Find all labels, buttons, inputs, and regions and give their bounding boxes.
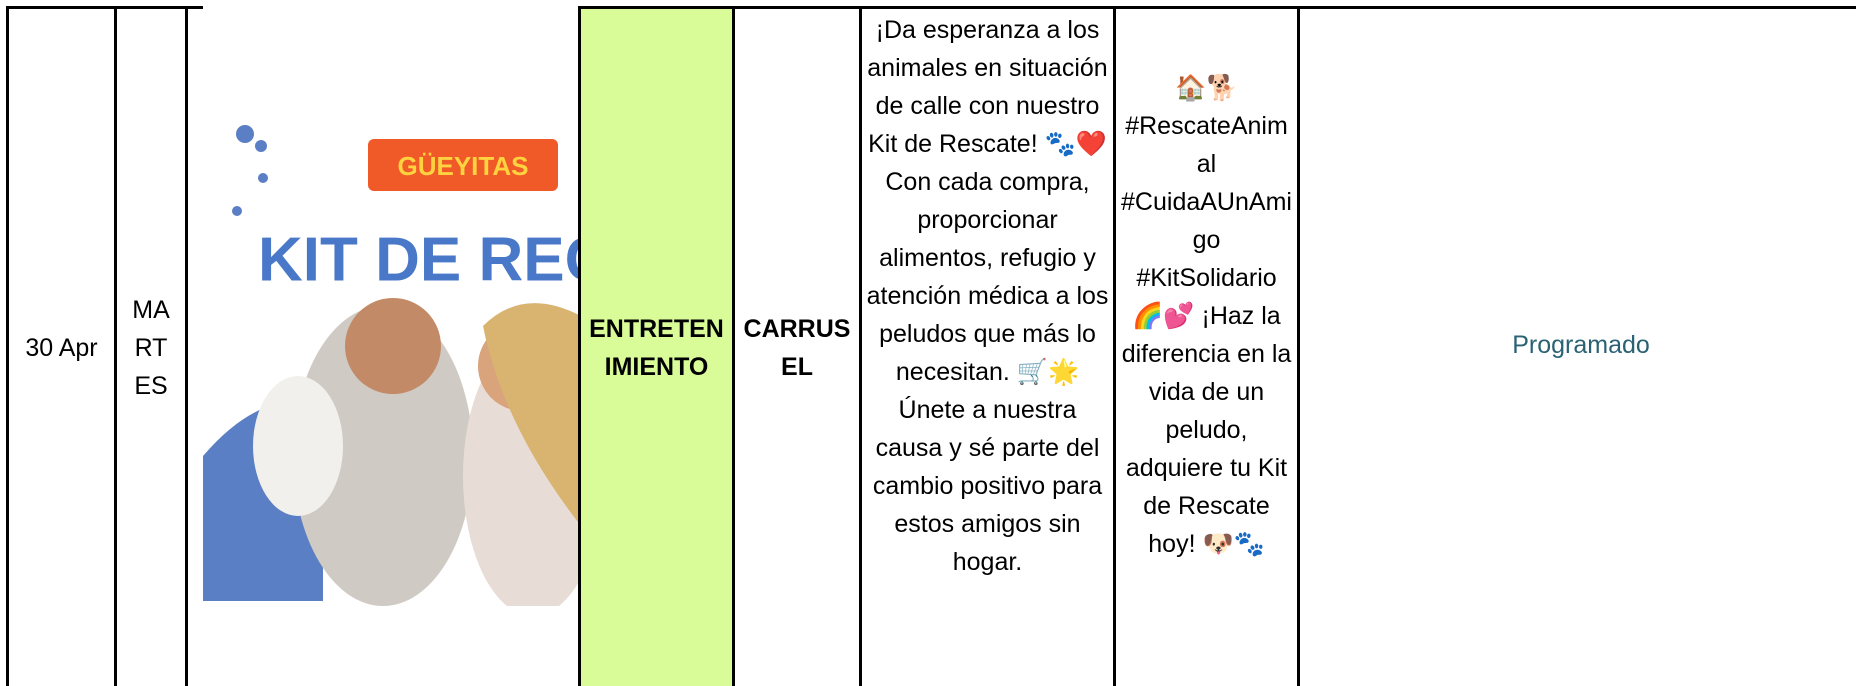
hashtags-cell[interactable]: 🏠🐕 #RescateAnimal #CuidaAUnAmigo #KitSol… [1113,6,1297,686]
format-cell[interactable]: CARRUSEL [732,6,859,686]
day-cell[interactable]: MARTES [114,6,185,686]
post-image: GÜEYITAS KIT DE RECA [203,6,593,606]
date-cell[interactable]: 30 Apr [6,6,114,686]
image-cell[interactable]: GÜEYITAS KIT DE RECA [185,6,593,686]
day: MARTES [132,295,170,400]
format: CARRUSEL [743,314,851,381]
status: Programado [1512,331,1650,359]
caption: ¡Da esperanza a los animales en situació… [866,16,1109,576]
date: 30 Apr [25,333,98,362]
category-cell[interactable]: ENTRETENIMIENTO [578,6,732,686]
caption-cell[interactable]: ¡Da esperanza a los animales en situació… [859,6,1113,686]
image-headline: KIT DE RECA [258,225,593,294]
status-cell[interactable]: Programado [1297,6,1856,686]
category: ENTRETENIMIENTO [589,314,724,381]
hashtags: 🏠🐕 #RescateAnimal #CuidaAUnAmigo #KitSol… [1121,74,1292,558]
image-logo: GÜEYITAS [398,151,529,181]
